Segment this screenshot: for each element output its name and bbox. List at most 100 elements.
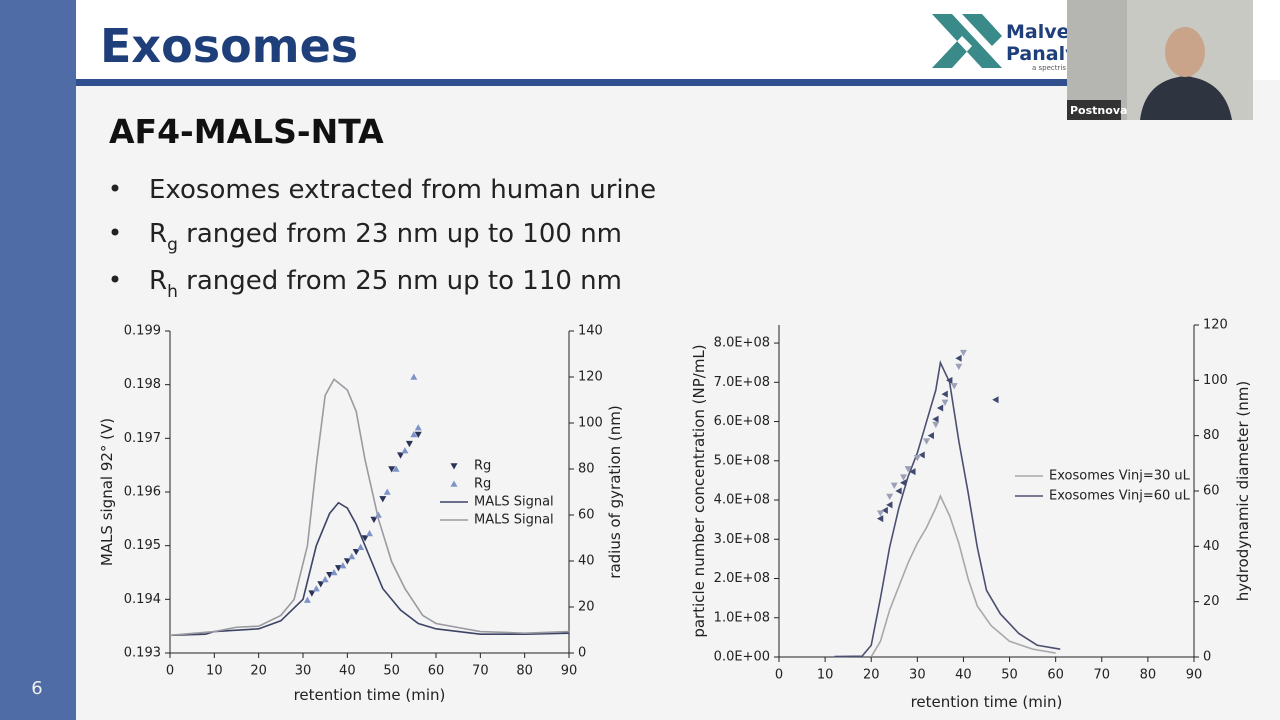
- data-point: [405, 440, 413, 448]
- data-point: [900, 479, 907, 487]
- y2-tick-label: 120: [578, 370, 603, 385]
- webcam-person: [1140, 76, 1232, 120]
- y2-tick-label: 100: [1203, 373, 1228, 388]
- data-point: [339, 562, 347, 569]
- data-point: [410, 373, 418, 380]
- bullet-text: ranged from 23 nm up to 100 nm: [178, 219, 622, 249]
- bullet-text: R: [149, 219, 167, 249]
- data-point: [941, 399, 949, 406]
- series-line: [169, 378, 570, 637]
- y2-tick-label: 80: [578, 462, 595, 477]
- data-point: [992, 396, 999, 404]
- data-point: [414, 431, 422, 438]
- data-point: [352, 549, 360, 556]
- x-tick-label: 10: [206, 664, 223, 679]
- data-point: [881, 506, 888, 514]
- bullet-text: Exosomes extracted from human urine: [149, 175, 656, 205]
- y2-tick-label: 40: [1203, 539, 1220, 554]
- bullet-dot: [111, 228, 119, 236]
- data-point: [348, 552, 356, 560]
- x-tick-label: 40: [955, 668, 972, 683]
- x-axis-label: retention time (min): [294, 686, 446, 704]
- data-point: [932, 415, 939, 423]
- side-strip: [0, 0, 76, 720]
- data-point: [918, 451, 925, 459]
- x-tick-label: 40: [339, 664, 356, 679]
- y-axis-label: MALS signal 92° (V): [98, 418, 116, 566]
- legend-label: MALS Signal: [474, 495, 554, 510]
- legend-label: Rg: [474, 477, 491, 492]
- y-tick-label: 0.195: [124, 538, 161, 553]
- page-number: 6: [31, 678, 42, 699]
- y-tick-label: 1.0E+08: [714, 610, 770, 625]
- data-point: [890, 482, 898, 489]
- data-point: [334, 565, 342, 572]
- data-point: [886, 493, 894, 501]
- data-point: [330, 569, 338, 576]
- y-tick-label: 0.193: [124, 646, 161, 661]
- data-point: [936, 404, 944, 412]
- legend-swatch: [450, 463, 458, 470]
- x-tick-label: 20: [250, 664, 267, 679]
- bullet-text: Rg ranged from 23 nm up to 100 nm: [149, 219, 622, 255]
- bullet-dot: [111, 275, 119, 283]
- x-tick-label: 50: [1001, 668, 1018, 683]
- bullet-text: Rh ranged from 25 nm up to 110 nm: [149, 266, 622, 302]
- y2-axis-label: hydrodynamic diameter (nm): [1234, 381, 1252, 601]
- x-tick-label: 10: [817, 668, 834, 683]
- y-tick-label: 0.197: [124, 431, 161, 446]
- y2-tick-label: 120: [1203, 318, 1228, 333]
- y2-tick-label: 40: [578, 554, 595, 569]
- logo-mark: [932, 14, 1002, 68]
- series-line: [834, 360, 1061, 658]
- y-tick-label: 0.198: [124, 377, 161, 392]
- data-point: [361, 535, 369, 542]
- data-point: [946, 376, 953, 384]
- x-tick-label: 20: [863, 668, 880, 683]
- series-line: [870, 494, 1056, 658]
- x-tick-label: 90: [561, 664, 578, 679]
- y-tick-label: 8.0E+08: [714, 336, 770, 351]
- x-axis-label: retention time (min): [911, 693, 1063, 711]
- data-point: [414, 424, 422, 431]
- data-point: [374, 511, 382, 518]
- y-tick-label: 6.0E+08: [714, 414, 770, 429]
- chart: 0 10 20 30 40 50 60 70 80 90 0.193 0.194 0.195 0.196 0…: [98, 324, 624, 705]
- x-tick-label: 60: [428, 664, 445, 679]
- data-point: [895, 487, 902, 495]
- data-point: [312, 585, 320, 592]
- data-point: [876, 515, 884, 523]
- series-line: [169, 501, 570, 637]
- data-point: [909, 468, 916, 476]
- data-point: [950, 383, 958, 390]
- subtitle: AF4-MALS-NTA: [109, 112, 384, 151]
- data-point: [321, 575, 329, 583]
- data-point: [383, 488, 391, 495]
- data-point: [357, 543, 365, 550]
- y2-tick-label: 140: [578, 324, 603, 339]
- y2-tick-label: 60: [578, 508, 595, 523]
- legend-label: Rg: [474, 459, 491, 474]
- data-point: [379, 496, 387, 503]
- slide-title: Exosomes: [100, 19, 358, 73]
- charts: 0 10 20 30 40 50 60 70 80 90 0.193 0.194 0.195 0.196 0…: [98, 318, 1252, 712]
- bullet-dot: [111, 184, 119, 192]
- y2-tick-label: 20: [578, 600, 595, 615]
- bullet-text: R: [149, 266, 167, 296]
- y-tick-label: 4.0E+08: [714, 493, 770, 508]
- legend-label: Exosomes Vinj=60 uL: [1049, 489, 1191, 504]
- x-tick-label: 90: [1186, 668, 1203, 683]
- data-point: [366, 529, 373, 537]
- webcam: Postnova: [1067, 0, 1253, 120]
- y-tick-label: 7.0E+08: [714, 375, 770, 390]
- bullets: Exosomes extracted from human urine Rg r…: [111, 175, 656, 302]
- data-point: [876, 510, 884, 517]
- data-point: [927, 432, 934, 440]
- data-point: [392, 465, 400, 472]
- logo-tagline: a spectris: [1032, 64, 1066, 72]
- x-tick-label: 0: [775, 668, 783, 683]
- y2-axis-label: radius of gyration (nm): [606, 405, 624, 578]
